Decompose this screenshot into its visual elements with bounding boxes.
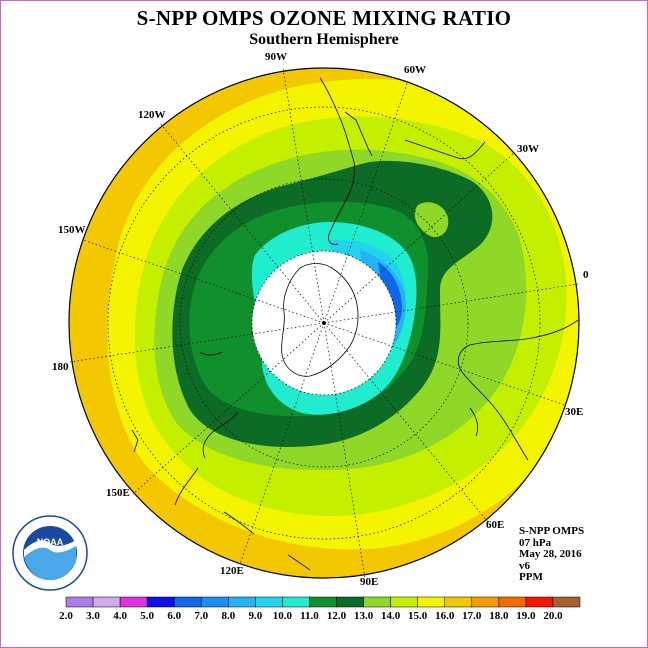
colorbar-label: 9.0 <box>248 610 262 622</box>
colorbar-label: 8.0 <box>221 610 235 622</box>
ozone-contour-field <box>69 68 579 578</box>
colorbar-swatch <box>146 596 175 608</box>
lon-label-30w: 30W <box>517 143 539 155</box>
colorbar-label: 10.0 <box>273 610 293 622</box>
info-date: May 28, 2016 <box>519 548 582 560</box>
noaa-logo: NOAA <box>12 515 88 591</box>
lon-label-150w: 150W <box>58 224 86 236</box>
lon-label-90e: 90E <box>360 576 378 588</box>
lon-label-180: 180 <box>52 361 69 373</box>
graticule <box>69 67 579 579</box>
colorbar-label: 12.0 <box>327 610 347 622</box>
map-title: S-NPP OMPS OZONE MIXING RATIO <box>136 6 512 30</box>
colorbar-swatch <box>255 596 283 608</box>
lon-label-30e: 30E <box>565 406 583 418</box>
colorbar-swatch <box>336 596 364 608</box>
lon-label-90w: 90W <box>265 51 287 63</box>
lon-label-120w: 120W <box>138 109 166 121</box>
colorbar-label: 15.0 <box>408 610 428 622</box>
band-13-island <box>414 202 449 238</box>
info-units: PPM <box>519 571 543 583</box>
colorbar-swatch <box>471 596 500 608</box>
noaa-logo-text: NOAA <box>37 537 64 547</box>
map-subtitle: Southern Hemisphere <box>249 31 399 48</box>
colorbar-label: 13.0 <box>354 610 374 622</box>
colorbar: 2.0 3.0 4.0 5.0 6.0 7.0 8.0 9.0 10.0 11.0 12.0 13.0… <box>59 596 581 622</box>
colorbar-label: 3.0 <box>86 610 100 622</box>
colorbar-label: 18.0 <box>489 610 509 622</box>
lon-label-60w: 60W <box>404 64 426 76</box>
longitude-labels: 90W 60W 30W 0 30E 60E 90E 120E 150E 180 … <box>52 51 589 588</box>
info-box: S-NPP OMPS 07 hPa May 28, 2016 v6 PPM <box>519 525 585 584</box>
lon-label-60e: 60E <box>486 519 504 531</box>
colorbar-label: 17.0 <box>462 610 482 622</box>
south-pole-marker <box>322 321 326 325</box>
colorbar-label: 14.0 <box>381 610 401 622</box>
colorbar-swatch <box>173 596 202 608</box>
colorbar-swatch <box>282 596 310 608</box>
colorbar-swatch <box>525 596 554 608</box>
colorbar-swatch <box>119 596 148 608</box>
colorbar-label: 19.0 <box>516 610 536 622</box>
colorbar-label: 7.0 <box>194 610 208 622</box>
colorbar-label: 11.0 <box>300 610 319 622</box>
colorbar-swatch <box>444 596 473 608</box>
colorbar-swatch <box>228 596 256 608</box>
lon-label-150e: 150E <box>106 487 130 499</box>
lon-label-0: 0 <box>583 269 589 281</box>
colorbar-label: 20.0 <box>543 610 563 622</box>
colorbar-swatch <box>309 596 337 608</box>
colorbar-swatch <box>65 596 94 608</box>
info-instrument: S-NPP OMPS <box>519 525 585 537</box>
colorbar-swatch <box>92 596 121 608</box>
colorbar-label: 6.0 <box>167 610 181 622</box>
colorbar-swatch <box>201 596 229 608</box>
info-version: v6 <box>519 559 530 572</box>
colorbar-swatch <box>498 596 527 608</box>
coastlines <box>131 77 579 571</box>
colorbar-swatch <box>363 596 391 608</box>
colorbar-label: 2.0 <box>59 610 73 622</box>
colorbar-swatch <box>417 596 445 608</box>
colorbar-label: 5.0 <box>140 610 154 622</box>
colorbar-swatch <box>552 596 581 608</box>
map-boundary <box>68 67 580 579</box>
info-level: 07 hPa <box>519 536 552 549</box>
colorbar-label: 16.0 <box>435 610 455 622</box>
lon-label-120e: 120E <box>220 565 244 577</box>
colorbar-label: 4.0 <box>113 610 127 622</box>
colorbar-swatch <box>390 596 418 608</box>
